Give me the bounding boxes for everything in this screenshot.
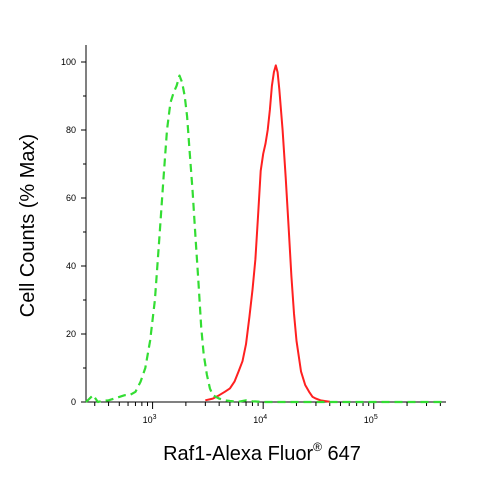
x-axis-title: Raf1-Alexa Fluor® 647 [163,440,361,465]
x-tick-label: 104 [253,414,267,425]
x-tick-exponent: 4 [263,414,267,421]
raf1-series-line [205,64,330,403]
x-axis-title-superscript: ® [313,440,322,454]
x-axis-title-suffix: 647 [322,443,361,465]
control-series-line [85,74,446,404]
x-tick-label: 103 [143,414,157,425]
y-tick-label: 80 [66,125,76,135]
plot-area [85,45,446,403]
y-tick-label: 60 [66,193,76,203]
y-axis: 0 20 40 60 80 100 [61,57,86,407]
series-layer [85,64,446,404]
x-axis: 103 104 105 [94,402,441,425]
y-tick-label: 100 [61,57,76,67]
y-tick-label: 40 [66,261,76,271]
y-tick-label: 0 [71,397,76,407]
x-tick-exponent: 3 [153,414,157,421]
x-axis-title-main: Raf1-Alexa Fluor [163,443,313,465]
x-tick-exponent: 5 [374,414,378,421]
x-tick-label: 105 [364,414,378,425]
y-axis-title: Cell Counts (% Max) [17,134,39,317]
y-tick-label: 20 [66,329,76,339]
